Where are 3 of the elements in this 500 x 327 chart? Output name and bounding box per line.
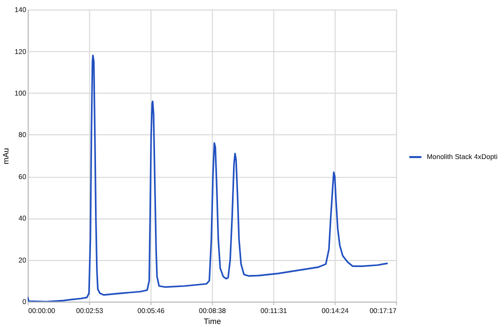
line-series bbox=[28, 54, 388, 302]
y-axis-title: mAu bbox=[2, 148, 11, 164]
x-axis-title: Time bbox=[204, 316, 222, 326]
